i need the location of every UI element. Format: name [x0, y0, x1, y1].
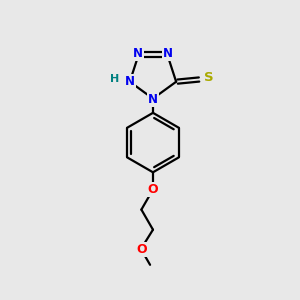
- Text: O: O: [136, 243, 147, 256]
- Text: O: O: [148, 183, 158, 196]
- Text: H: H: [110, 74, 119, 84]
- Text: N: N: [125, 75, 135, 88]
- Text: N: N: [133, 47, 143, 60]
- Text: N: N: [148, 93, 158, 106]
- Text: S: S: [204, 71, 214, 84]
- Text: N: N: [163, 47, 173, 60]
